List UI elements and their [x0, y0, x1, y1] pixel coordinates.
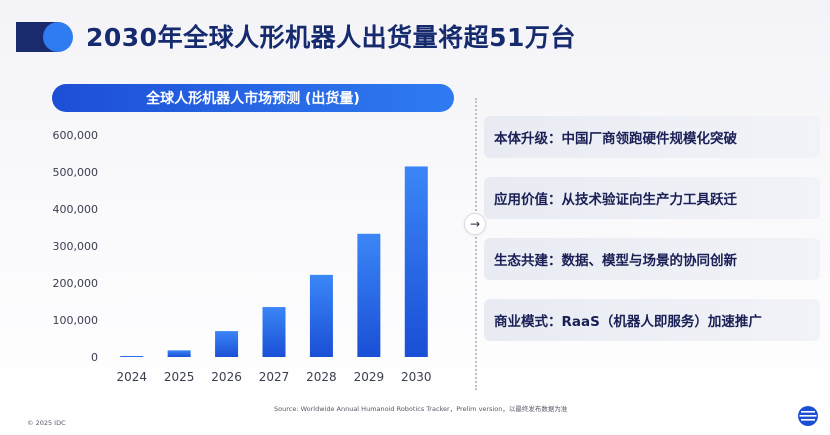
source-note: Source: Worldwide Annual Humanoid Roboti…	[274, 405, 568, 413]
bar-2028	[309, 274, 333, 357]
bar-2027	[262, 307, 286, 357]
key-point-text: 本体升级：中国厂商领跑硬件规模化突破	[494, 131, 737, 147]
x-tick-label: 2024	[116, 370, 147, 384]
bar-2024	[120, 356, 144, 357]
x-tick-label: 2026	[211, 370, 242, 384]
y-tick-label: 600,000	[53, 129, 99, 142]
bar-2029	[357, 233, 381, 357]
x-tick-label: 2025	[164, 370, 195, 384]
arrow-right-icon: →	[464, 213, 486, 235]
key-point-hardware: 本体升级：中国厂商领跑硬件规模化突破	[484, 116, 820, 158]
x-tick-label: 2030	[401, 370, 432, 384]
shipment-bar-chart: 0 100,000 200,000 300,000 400,000 500,000 600,…	[53, 129, 432, 384]
y-tick-label: 300,000	[53, 240, 99, 253]
chart-title: 全球人形机器人市场预测 (出货量)	[146, 91, 360, 107]
key-point-text: 生态共建：数据、模型与场景的协同创新	[494, 253, 737, 269]
brand-globe-icon	[798, 406, 818, 426]
y-tick-label: 500,000	[53, 166, 99, 179]
chart-title-banner: 全球人形机器人市场预测 (出货量)	[52, 84, 454, 112]
bar-2025	[167, 350, 191, 357]
y-tick-label: 200,000	[53, 277, 99, 290]
copyright: © 2025 IDC	[27, 419, 66, 427]
section-divider	[475, 98, 477, 390]
key-point-ecosystem: 生态共建：数据、模型与场景的协同创新	[484, 238, 820, 280]
bar-2026	[215, 331, 239, 357]
key-point-text: 商业模式：RaaS（机器人即服务）加速推广	[494, 314, 762, 330]
y-axis: 0 100,000 200,000 300,000 400,000 500,000 600,…	[53, 129, 99, 364]
key-point-text: 应用价值：从技术验证向生产力工具跃迁	[494, 192, 737, 208]
y-tick-label: 100,000	[53, 314, 99, 327]
logo-mark-icon	[16, 22, 73, 52]
bars	[120, 166, 428, 357]
key-points-list: 本体升级：中国厂商领跑硬件规模化突破 应用价值：从技术验证向生产力工具跃迁 生态…	[484, 116, 820, 360]
key-point-business-model: 商业模式：RaaS（机器人即服务）加速推广	[484, 299, 820, 341]
y-tick-label: 400,000	[53, 203, 99, 216]
key-point-application: 应用价值：从技术验证向生产力工具跃迁	[484, 177, 820, 219]
x-tick-label: 2028	[306, 370, 337, 384]
x-tick-label: 2027	[259, 370, 290, 384]
x-tick-label: 2029	[354, 370, 385, 384]
x-axis: 2024 2025 2026 2027 2028 2029 2030	[116, 370, 431, 384]
page-title: 2030年全球人形机器人出货量将超51万台	[86, 23, 576, 52]
bar-2030	[404, 166, 428, 357]
y-tick-label: 0	[91, 351, 98, 364]
